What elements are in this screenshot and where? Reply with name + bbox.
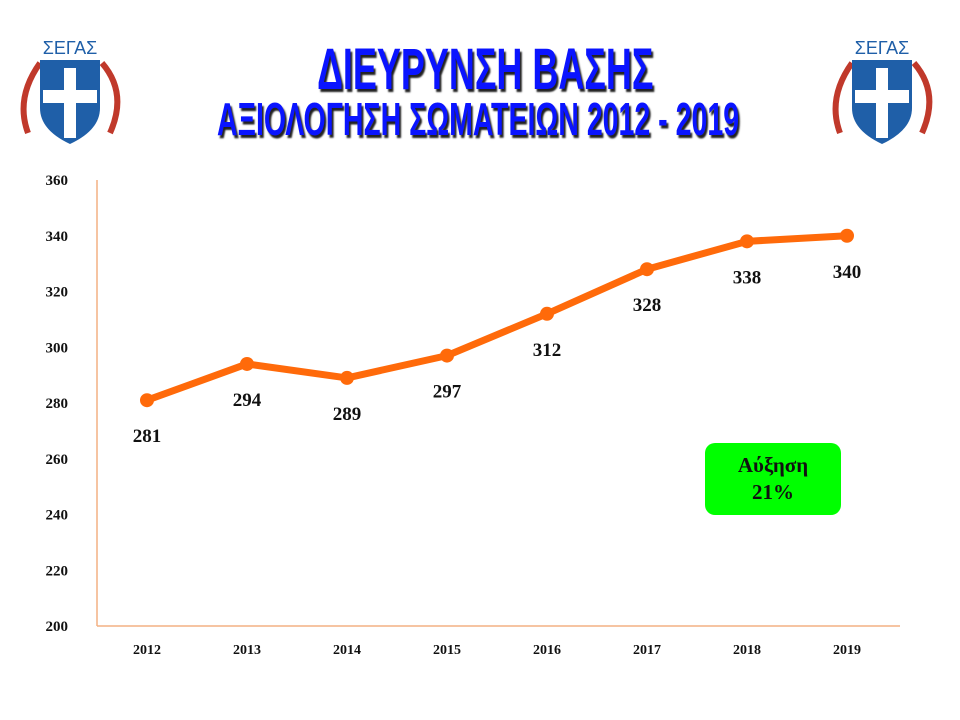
data-label: 294 (233, 390, 262, 411)
x-tick-label: 2015 (433, 643, 461, 658)
x-tick-label: 2017 (633, 643, 661, 658)
y-tick-label: 220 (46, 563, 69, 579)
data-label: 312 (533, 340, 562, 361)
badge-label: Αύξηση (737, 453, 809, 477)
data-label: 281 (133, 426, 162, 447)
data-label: 297 (433, 382, 462, 403)
x-tick-label: 2013 (233, 643, 261, 658)
data-point (840, 228, 854, 243)
x-tick-label: 2019 (833, 643, 861, 658)
segas-logo-right: ΣΕΓΑΣ (832, 38, 933, 144)
svg-text:ΣΕΓΑΣ: ΣΕΓΑΣ (43, 38, 98, 58)
x-tick-label: 2018 (733, 643, 761, 658)
x-tick-label: 2016 (533, 643, 561, 658)
y-tick-label: 240 (46, 508, 69, 524)
data-point (440, 348, 454, 363)
y-tick-label: 280 (46, 396, 69, 412)
series-line (145, 232, 848, 404)
growth-badge: Αύξηση 21% (705, 443, 841, 515)
svg-text:ΣΕΓΑΣ: ΣΕΓΑΣ (855, 38, 910, 58)
y-tick-label: 300 (46, 340, 69, 356)
x-tick-label: 2014 (333, 643, 361, 658)
data-label: 289 (333, 404, 362, 425)
data-label: 340 (833, 262, 862, 283)
data-point (240, 356, 254, 371)
y-tick-label: 260 (46, 452, 69, 468)
page-title: ΔΙΕΥΡΥΝΣΗ ΒΑΣΗΣ (316, 37, 654, 102)
y-tick-label: 320 (46, 285, 69, 301)
data-point (640, 262, 654, 277)
y-tick-label: 200 (46, 619, 69, 635)
y-tick-label: 340 (46, 229, 69, 245)
data-point (540, 306, 554, 321)
y-tick-label: 360 (46, 173, 69, 189)
data-point (140, 393, 154, 408)
badge-value: 21% (752, 480, 794, 504)
data-label: 328 (633, 295, 662, 316)
data-point (740, 234, 754, 249)
data-label: 338 (733, 267, 762, 288)
page-subtitle: ΑΞΙΟΛΟΓΗΣΗ ΣΩΜΑΤΕΙΩΝ 2012 - 2019 (216, 93, 740, 145)
x-tick-label: 2012 (133, 643, 161, 658)
data-point (340, 370, 354, 385)
segas-logo-left: ΣΕΓΑΣ (20, 38, 121, 144)
